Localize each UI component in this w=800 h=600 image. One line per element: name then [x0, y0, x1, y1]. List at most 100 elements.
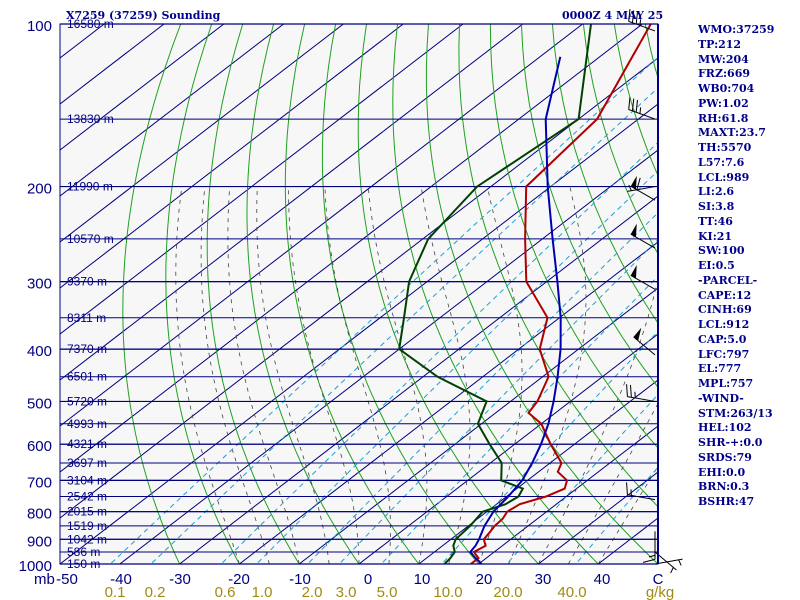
series-temperature: [470, 24, 652, 564]
index-line: -WIND-: [698, 391, 744, 405]
isotherm: [538, 471, 658, 564]
index-line: PW:1.02: [698, 96, 749, 110]
mixing-ratio-line: [150, 87, 658, 564]
dry-adiabat: [551, 24, 658, 324]
index-line: LCL:912: [698, 318, 750, 331]
height-label: 13830 m: [67, 112, 114, 126]
dry-adiabat: [122, 24, 182, 564]
pressure-tick-label: 400: [27, 343, 52, 360]
isotherm: [60, 24, 583, 427]
mixing-ratio-line: [220, 141, 658, 564]
index-line: STM:263/13: [698, 406, 773, 420]
index-line: FRZ:669: [698, 67, 751, 81]
mixing-ratio-label: 20.0: [493, 584, 522, 600]
isotherm: [298, 287, 658, 564]
index-line: MW:204: [698, 52, 749, 66]
height-label: 2542 m: [67, 490, 107, 504]
wind-barb: [642, 531, 656, 563]
wind-barb: [626, 482, 656, 501]
mixing-ratio-label: 3.0: [336, 584, 357, 600]
dry-adiabat: [284, 24, 420, 564]
index-line: SRDS:79: [698, 450, 752, 464]
mixing-ratio-line: [338, 238, 658, 564]
moist-adiabat: [538, 276, 658, 564]
pressure-tick-label: 1000: [19, 558, 52, 575]
pressure-tick-label: 900: [27, 533, 52, 550]
isotherm: [478, 425, 658, 564]
dry-adiabat: [392, 24, 599, 564]
index-line: L57:7.6: [698, 155, 745, 169]
dry-adiabat: [582, 24, 658, 255]
moist-adiabat: [478, 186, 523, 564]
indices-panel: WMO:37259 TP:212 MW:204 FRZ:669 WB0:704 PW:1.…: [698, 23, 774, 510]
index-line: WMO:37259: [698, 23, 775, 36]
mixing-ratio-label: 2.0: [302, 584, 323, 600]
height-label: 10570 m: [67, 232, 114, 246]
index-line: LFC:797: [698, 347, 750, 361]
temperature-tick-label: 0: [364, 571, 372, 588]
isotherm: [60, 24, 524, 381]
index-line: TP:212: [698, 37, 742, 51]
index-line: TT:46: [698, 214, 733, 228]
height-label: 5720 m: [67, 394, 107, 408]
dry-adiabat: [165, 24, 240, 564]
isotherm: [60, 103, 658, 564]
pressure-tick-label: 800: [27, 506, 52, 523]
pressure-tick-label: 100: [27, 18, 52, 35]
index-line: MPL:757: [698, 377, 754, 390]
mixing-ratio-line: [109, 56, 658, 564]
isotherm: [60, 24, 464, 335]
index-line: TH:5570: [698, 141, 752, 154]
wind-barb: [630, 175, 656, 201]
height-label: 6501 m: [67, 370, 107, 384]
index-line: EL:777: [698, 362, 742, 376]
height-label: 3697 m: [67, 456, 107, 470]
dry-adiabat: [520, 24, 658, 388]
index-line: LCL:989: [698, 170, 750, 184]
temperature-tick-label: 40: [594, 571, 611, 588]
index-line: -PARCEL-: [698, 273, 758, 287]
sounding-time: 0000Z 4 MAY 25: [562, 9, 664, 22]
temperature-tick-label: 20: [476, 571, 493, 588]
isotherm: [60, 24, 643, 473]
temperature-tick-label: -20: [228, 571, 250, 588]
mixing-ratio-line: [441, 330, 658, 564]
index-line: MAXT:23.7: [698, 126, 766, 140]
index-line: LI:2.6: [698, 185, 735, 199]
temperature-tick-label: C: [653, 571, 664, 588]
height-label: 3104 m: [67, 473, 107, 487]
height-label: 586 m: [67, 545, 100, 559]
isotherm: [60, 24, 225, 151]
index-line: SI:3.8: [698, 200, 735, 213]
mixing-ratio-label: 5.0: [377, 584, 398, 600]
mixing-ratio-label: 0.1: [105, 584, 126, 600]
temperature-tick-label: -50: [56, 571, 78, 588]
mixing-ratio-line: [380, 275, 658, 564]
index-line: CAP:5.0: [698, 332, 747, 346]
wind-barb: [654, 558, 683, 566]
pressure-tick-label: 300: [27, 276, 52, 293]
dry-adiabat: [357, 24, 540, 564]
moist-adiabat: [420, 186, 471, 564]
height-label: 7370 m: [67, 342, 107, 356]
index-line: WB0:704: [698, 82, 755, 95]
station-title: X7259 (37259) Sounding: [66, 9, 221, 22]
height-label: 8311 m: [67, 311, 106, 325]
isotherm: [60, 24, 404, 289]
mixing-ratio-label: 0.6: [215, 584, 236, 600]
isotherm: [60, 57, 658, 519]
isotherm: [60, 24, 344, 243]
wind-barb: [626, 384, 656, 402]
dry-adiabat: [489, 24, 658, 449]
pressure-tick-label: 700: [27, 474, 52, 491]
mixing-ratio-line: [575, 466, 658, 564]
wind-barb: [630, 264, 656, 290]
wind-barb: [630, 223, 656, 249]
mixing-ratio-label: 0.2: [145, 584, 166, 600]
index-line: SHR-+:0.0: [698, 436, 763, 449]
height-label: 4993 m: [67, 417, 107, 431]
pressure-unit-label: mb: [34, 571, 55, 588]
isotherm: [418, 379, 658, 564]
isotherm: [119, 149, 658, 564]
height-label: 2015 m: [67, 505, 107, 519]
